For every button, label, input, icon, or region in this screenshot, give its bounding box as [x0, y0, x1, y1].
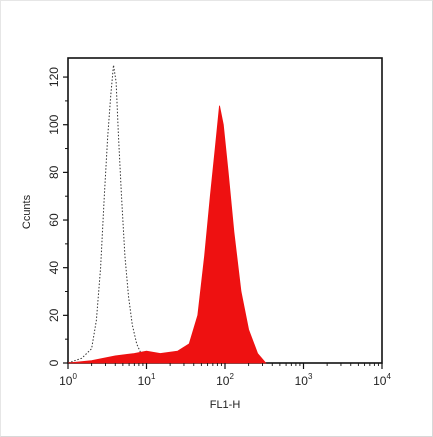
- x-tick-label: 102: [216, 372, 234, 388]
- series-layer: [67, 65, 267, 364]
- y-tick-label: 80: [47, 165, 61, 179]
- y-tick-label: 40: [47, 261, 61, 275]
- x-axis-title: FL1-H: [210, 399, 241, 411]
- x-tick-label: 100: [59, 372, 77, 388]
- y-axis-title: Ccunts: [21, 194, 33, 229]
- y-tick-label: 60: [47, 213, 61, 227]
- series-outline-histogram: [67, 65, 161, 364]
- y-tick-label: 0: [47, 359, 61, 366]
- axes-layer: 0 20 40 60 80 100 120 100 101 102 103 104: [47, 67, 391, 388]
- y-tick-label: 20: [47, 308, 61, 322]
- x-tick-label: 104: [373, 372, 391, 388]
- series-filled-histogram: [67, 105, 267, 364]
- x-tick-label: 101: [138, 372, 156, 388]
- y-tick-label: 100: [47, 114, 61, 134]
- y-tick-label: 120: [47, 67, 61, 87]
- x-tick-label: 103: [295, 372, 313, 388]
